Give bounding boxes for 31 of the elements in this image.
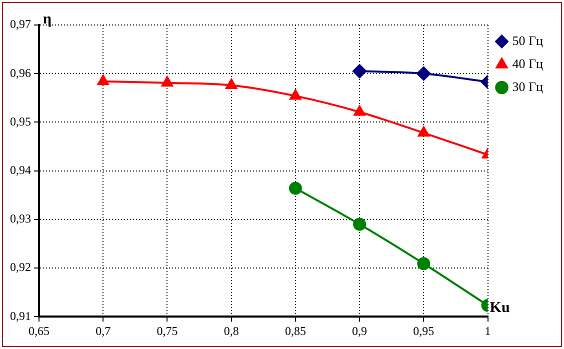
- y-tick-label: 0,93: [10, 212, 31, 226]
- x-axis-title: Ku: [490, 300, 510, 316]
- y-tick-label: 0,92: [10, 260, 31, 274]
- point: [353, 218, 366, 231]
- point: [290, 89, 302, 100]
- x-tick-label: 0,95: [413, 324, 434, 338]
- x-tick-label: 0,75: [156, 324, 178, 338]
- x-tick-label: 1: [484, 324, 491, 338]
- y-tick-label: 0,97: [10, 17, 31, 32]
- point: [417, 257, 430, 270]
- x-tick-label: 0,9: [352, 324, 368, 338]
- y-axis-title: η: [43, 11, 52, 28]
- point: [161, 76, 173, 87]
- y-tick-label: 0,91: [10, 308, 31, 323]
- x-tick-label: 0,8: [224, 324, 239, 338]
- x-tick-label: 0,7: [96, 324, 111, 338]
- point: [97, 74, 109, 86]
- point: [418, 126, 430, 137]
- y-tick-label: 0,94: [10, 162, 31, 177]
- point: [226, 78, 238, 90]
- y-tick-label: 0,96: [10, 66, 31, 80]
- point: [352, 64, 367, 78]
- x-tick-label: 0,85: [284, 324, 306, 338]
- x-tick-label: 0,65: [28, 324, 50, 338]
- legend-label: 30 Гц: [512, 78, 544, 94]
- point: [354, 105, 366, 116]
- y-tick-label: 0,95: [10, 114, 31, 128]
- legend-label: 50 Гц: [512, 32, 544, 48]
- point: [288, 182, 302, 195]
- legend-label: 40 Гц: [512, 56, 544, 71]
- point: [416, 66, 431, 81]
